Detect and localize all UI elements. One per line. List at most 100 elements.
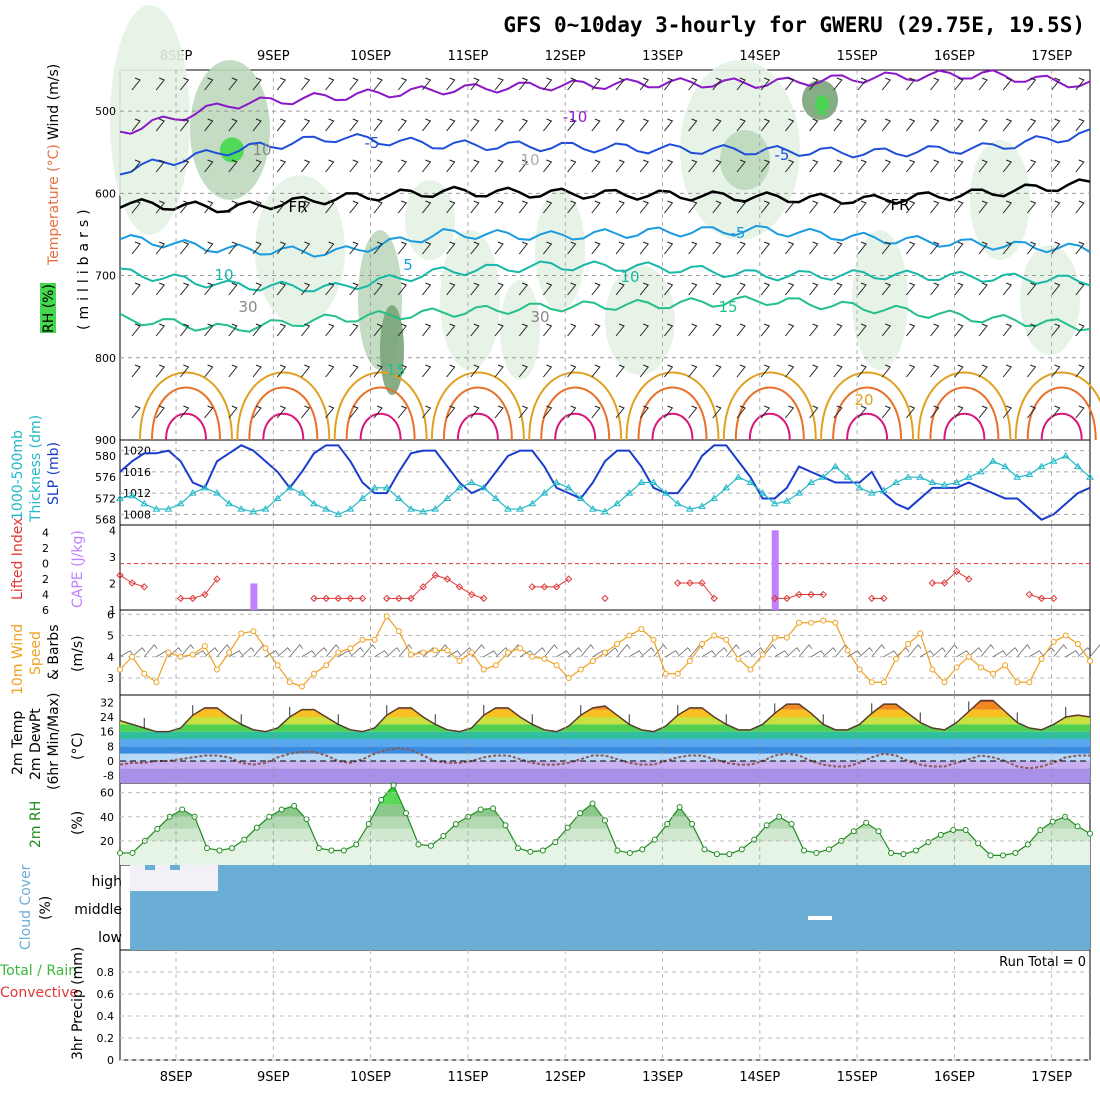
wind-speed-point xyxy=(614,641,621,647)
thickness-point xyxy=(904,473,913,480)
warm-contour xyxy=(528,371,623,441)
wind-barb xyxy=(276,200,287,214)
surface-wind-barb xyxy=(313,647,328,658)
wind-barb xyxy=(567,282,577,296)
label-cloud-cover: Cloud Cover xyxy=(18,864,34,950)
wind-speed-point xyxy=(456,658,463,664)
wind-barb xyxy=(785,364,795,378)
wind-barb xyxy=(204,200,214,214)
wind-barb xyxy=(857,118,867,132)
wind-barb xyxy=(760,200,771,214)
wind-barb xyxy=(639,282,650,296)
surface-wind-barb xyxy=(265,650,279,658)
wind-barb xyxy=(325,118,335,132)
thickness-tick: 572 xyxy=(95,492,116,505)
rh-band xyxy=(120,828,1090,841)
surface-wind-barb xyxy=(932,647,946,658)
wind-barb xyxy=(978,364,988,378)
wind-barb xyxy=(1027,159,1037,173)
wind-barb xyxy=(325,159,335,173)
wind-barb xyxy=(881,200,892,214)
wind-barb xyxy=(180,364,190,378)
label-3hr-precip: 3hr Precip (mm) xyxy=(70,947,86,1060)
wind-barb xyxy=(833,159,843,173)
wind-barb xyxy=(518,405,529,419)
wind-speed-point xyxy=(953,664,960,671)
wind-barb xyxy=(809,200,819,214)
wind-barb xyxy=(470,241,480,255)
temp-panel: -8 0 816 24 32 2m Temp 2m DewPt (6hr Min/Max) (°… xyxy=(10,693,1091,790)
wind-barb xyxy=(1027,405,1037,419)
surface-wind-barb xyxy=(822,647,837,658)
rh2m-point xyxy=(253,824,260,831)
rh2m-point xyxy=(763,822,770,829)
thickness-point xyxy=(698,502,706,509)
surface-wind-barb xyxy=(616,644,631,658)
thickness-point xyxy=(976,467,985,475)
thickness-point xyxy=(1013,473,1022,480)
thickness-point xyxy=(1049,457,1058,464)
cloud-panel: high middle low Cloud Cover (%) xyxy=(18,864,1090,950)
wind-barb xyxy=(422,364,432,378)
slp-tick: 1008 xyxy=(123,508,151,521)
thickness-point xyxy=(673,499,682,507)
wind-barb xyxy=(1051,77,1061,91)
wind-barb xyxy=(543,200,553,214)
wind-barb xyxy=(422,241,432,255)
surface-wind-barb xyxy=(192,650,207,658)
thickness-point xyxy=(782,497,791,504)
wind-barb xyxy=(615,77,625,91)
surface-wind-barb xyxy=(980,644,995,658)
wind-barb xyxy=(1027,77,1037,91)
wind-barb xyxy=(397,159,408,173)
wind-speed-point xyxy=(529,653,536,660)
wind-barb xyxy=(155,77,166,91)
isotherm-FR xyxy=(119,178,1091,214)
surface-wind-barb xyxy=(1004,647,1019,658)
wind-speed-point xyxy=(177,653,184,660)
precip-tick: 0.4 xyxy=(97,1010,115,1023)
wind-barb xyxy=(833,200,843,214)
wind-barb xyxy=(760,364,771,378)
thickness-point xyxy=(770,499,779,507)
wind-barb xyxy=(155,118,166,132)
rh-shading xyxy=(535,190,585,310)
precip-panel: 0 0.2 0.4 0.6 0.8 Run Total = 0 Total / Rain Co… xyxy=(0,947,1090,1067)
label-cape: CAPE (J/kg) xyxy=(70,530,86,608)
thickness-point xyxy=(249,507,258,515)
rh2m-point xyxy=(1012,849,1019,856)
wind-speed-point xyxy=(880,679,887,686)
wind-speed-point xyxy=(1002,662,1009,669)
rh2m-point xyxy=(850,828,857,835)
thickness-point xyxy=(843,473,852,480)
wind-barb xyxy=(567,118,577,132)
wind-barb xyxy=(349,118,359,132)
li-point xyxy=(965,575,973,583)
wind-speed-point xyxy=(335,649,342,656)
wind-barb xyxy=(422,159,432,173)
thickness-point xyxy=(734,473,743,480)
wind-barb xyxy=(664,77,674,91)
surface-wind-barb xyxy=(216,644,231,658)
wind-barb xyxy=(349,364,359,378)
wind-barb xyxy=(1075,323,1085,337)
rh2m-point xyxy=(689,821,696,827)
rh2m-point xyxy=(912,847,919,854)
contour-label: 20 xyxy=(854,391,873,409)
wind-barb xyxy=(954,405,964,419)
thickness-point xyxy=(1037,462,1046,470)
wind-barb xyxy=(954,77,964,91)
li-point xyxy=(1037,594,1046,603)
wind-barb xyxy=(494,159,504,173)
wind-speed-point xyxy=(238,630,245,637)
wind-barb xyxy=(591,282,601,296)
rh2m-point xyxy=(340,847,347,854)
label-2m-dewpt: 2m DewPt xyxy=(28,708,44,780)
wind-barb xyxy=(1002,200,1013,214)
wind-barb xyxy=(543,405,553,419)
wind-barb xyxy=(785,323,795,337)
surface-wind-barb xyxy=(725,644,740,658)
wind-speed-point xyxy=(917,630,924,637)
wind-tick: 4 xyxy=(107,651,114,664)
wind-speed-point xyxy=(771,634,778,641)
